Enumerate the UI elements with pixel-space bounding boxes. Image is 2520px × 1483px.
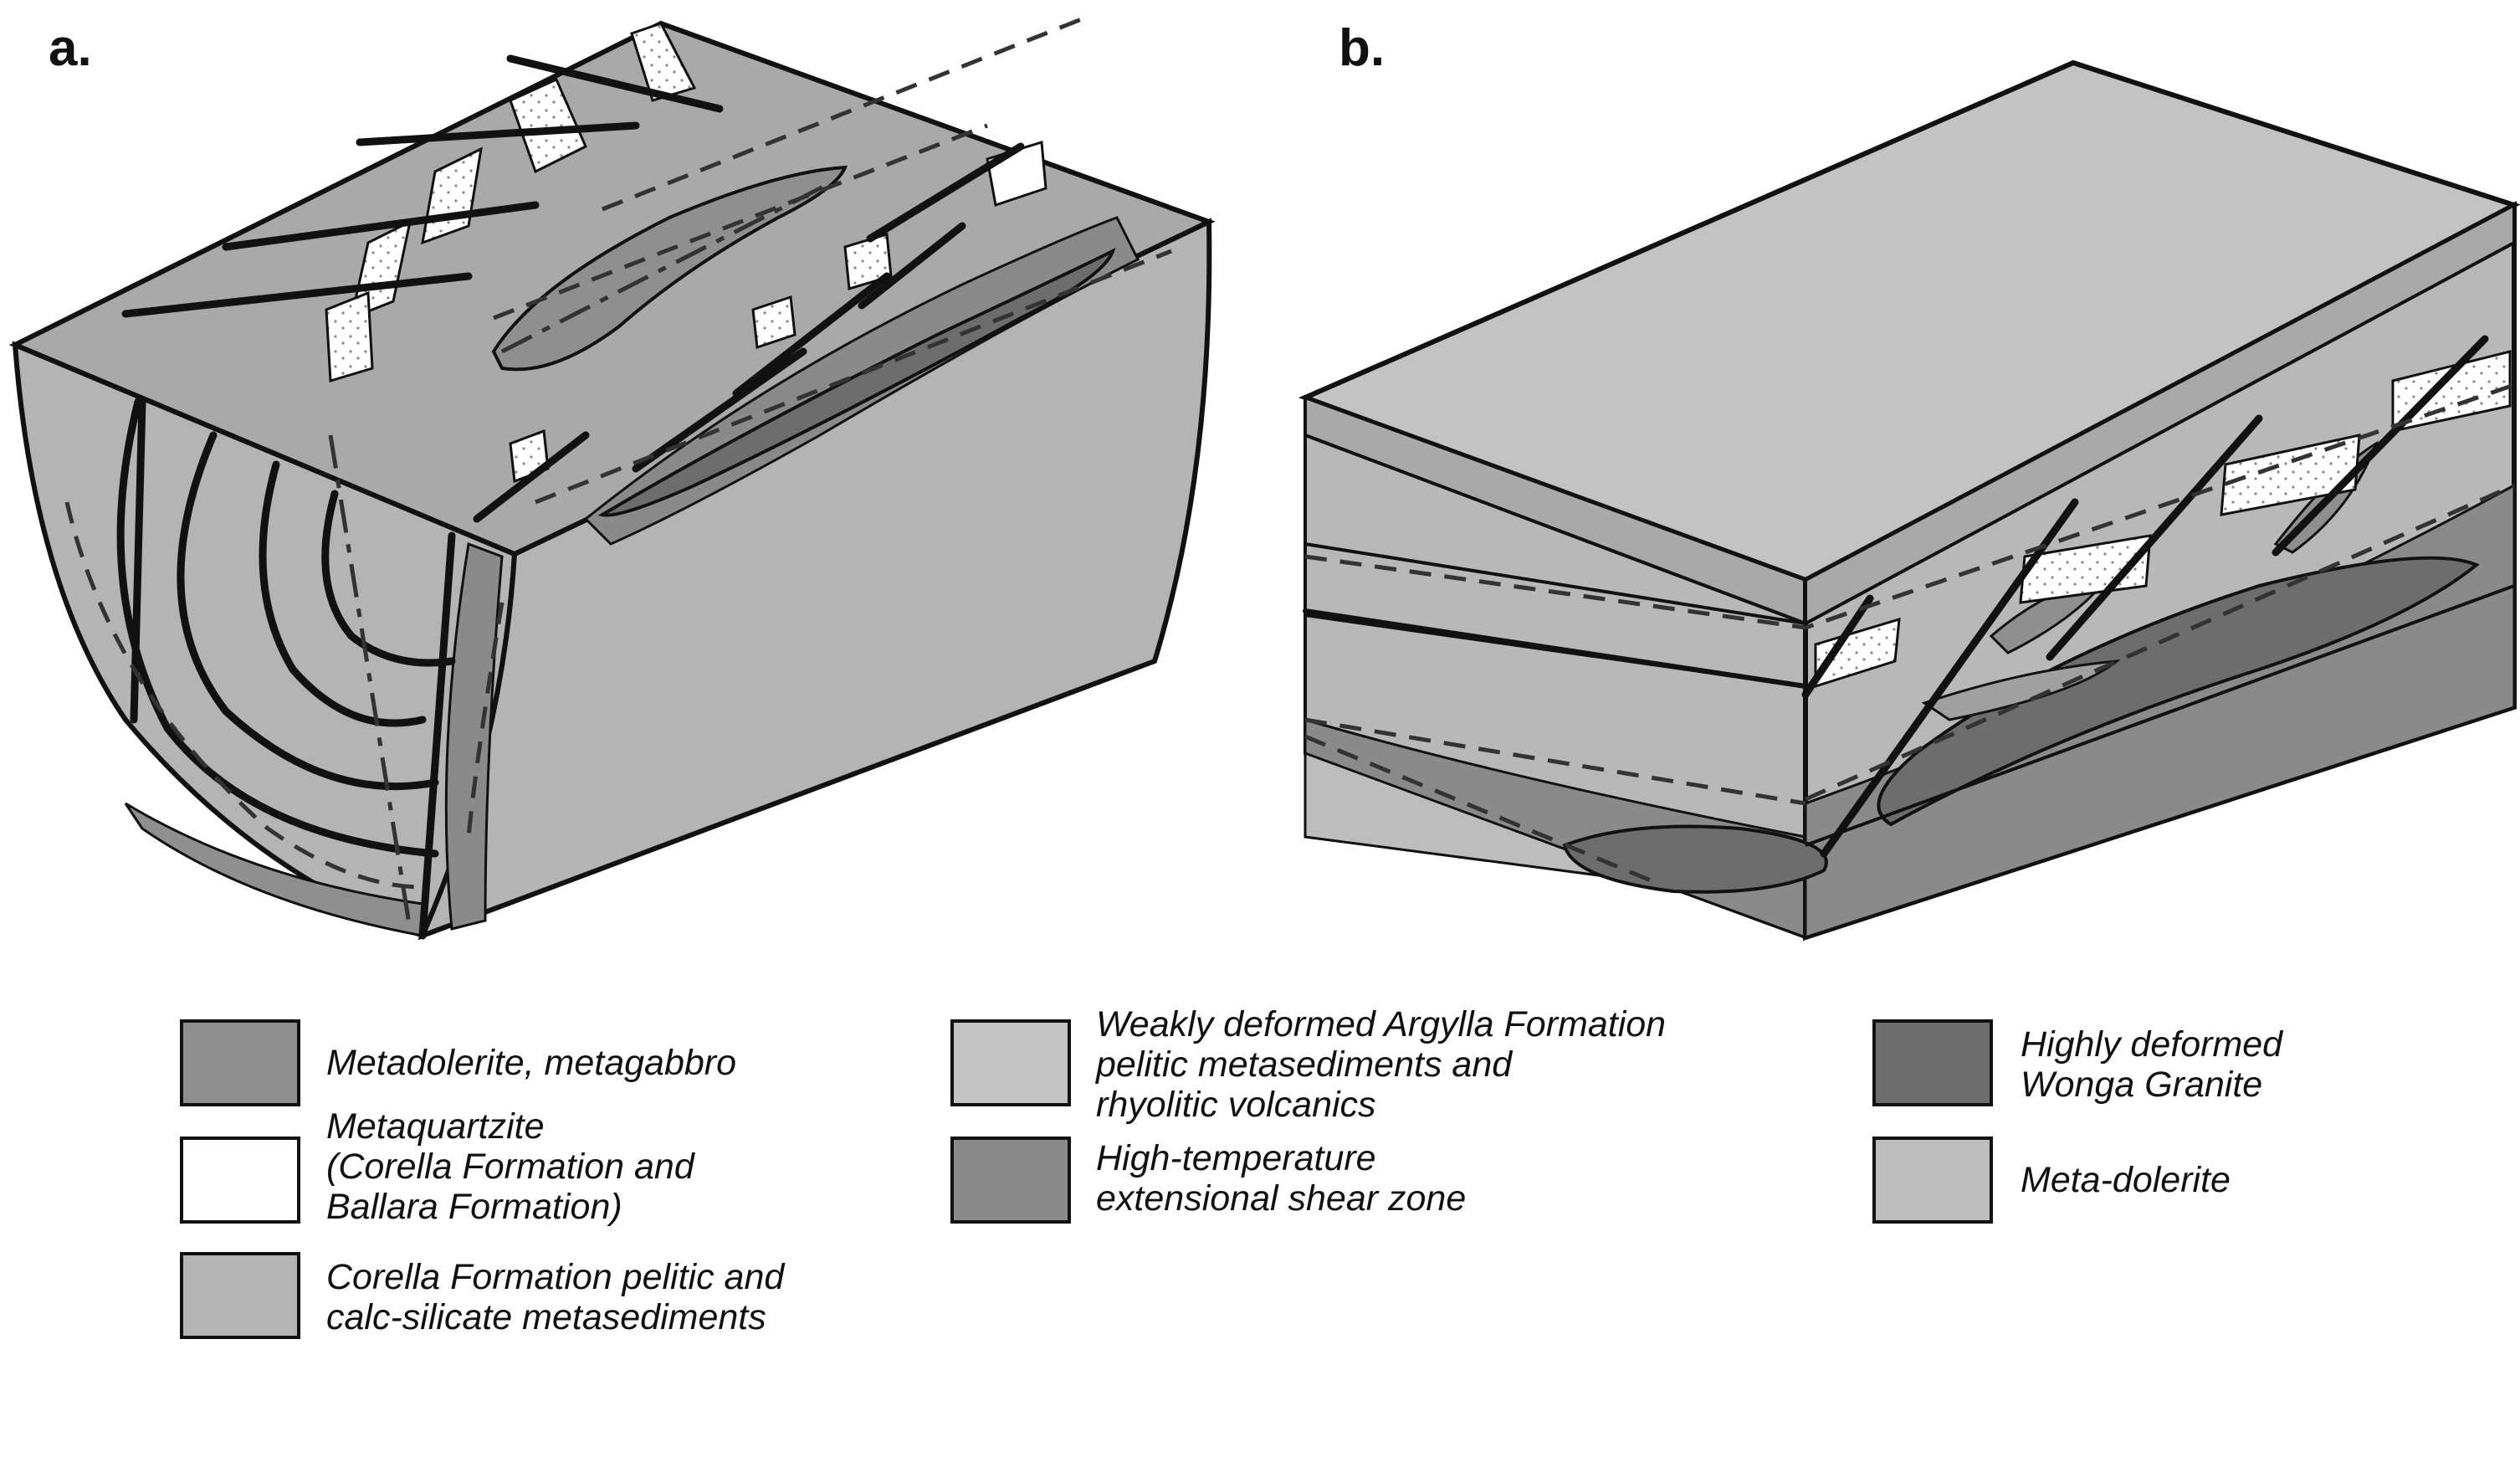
block-b-fault-4	[2272, 335, 2489, 557]
legend-label-metaquartzite-1: Metaquartzite	[326, 1106, 545, 1147]
block-b-right-top-band	[1804, 202, 2516, 627]
block-b-wonga-lens-2	[1562, 824, 1828, 894]
block-b-contact-solid-2	[1303, 608, 1808, 689]
legend-item-shear-zone: High-temperature extensional shear zone	[950, 1137, 1466, 1224]
block-a-fold-limb-2	[321, 490, 456, 667]
legend-label-argylla-3: rhyolitic volcanics	[1096, 1085, 1376, 1125]
legend-label-argylla-2: pelitic metasediments and	[1094, 1044, 1514, 1085]
legend-label-wonga-1: Highly deformed	[2021, 1024, 2284, 1065]
legend-label-metadolerite: Metadolerite, metagabbro	[326, 1043, 736, 1083]
legend-item-metadolerite: Metadolerite, metagabbro	[180, 1019, 736, 1106]
legend-label-metaquartzite-3: Ballara Formation)	[326, 1187, 622, 1227]
block-a-fold-axis-top	[500, 182, 830, 354]
legend-swatch-argylla	[950, 1019, 1071, 1106]
legend-item-wonga: Highly deformed Wonga Granite	[1872, 1019, 2284, 1106]
block-a-fault-front-1	[130, 398, 146, 724]
block-diagram-a	[8, 14, 1216, 941]
legend-label-corella-1: Corella Formation pelitic and	[326, 1257, 786, 1297]
legend-swatch-wonga	[1872, 1019, 1993, 1106]
block-diagram-b	[1298, 59, 2520, 942]
legend-swatch-meta-dolerite	[1872, 1137, 1993, 1224]
block-a-fold-limb-1	[116, 398, 439, 858]
block-b-contact-solid-3	[1805, 584, 2515, 847]
block-a-fault-1	[506, 54, 724, 113]
block-a-quartzite-strip-5	[325, 290, 374, 382]
block-a-contact-dash-3	[535, 249, 1172, 505]
panel-label-b: b.	[1339, 19, 1385, 77]
block-a-quartzite-strip-1	[630, 22, 697, 102]
legend-label-meta-dolerite: Meta-dolerite	[2021, 1160, 2231, 1200]
block-a-quartzite-strip-2	[509, 78, 587, 174]
block-b-contact-dash-4	[1304, 717, 1806, 806]
block-b-fault-2	[1820, 498, 2079, 858]
legend-item-metaquartzite: Metaquartzite (Corella Formation and Bal…	[180, 1106, 696, 1227]
legend-swatch-corella	[180, 1252, 300, 1339]
legend-label-wonga-2: Wonga Granite	[2021, 1065, 2262, 1105]
block-b-quartzite-strip-1	[1814, 617, 1901, 689]
legend-label-shear-zone-2: extensional shear zone	[1096, 1178, 1466, 1219]
block-a-contact-dash-1	[602, 14, 1088, 212]
legend-label-metaquartzite-2: (Corella Formation and	[326, 1147, 696, 1187]
block-a-fault-front-2	[418, 531, 456, 940]
legend-swatch-metaquartzite	[180, 1137, 300, 1224]
legend-item-meta-dolerite: Meta-dolerite	[1872, 1137, 2231, 1224]
block-a-fault-7	[632, 347, 807, 473]
block-a-wonga-lens	[597, 248, 1116, 517]
block-a-fault-8	[473, 431, 590, 523]
block-a-fault-2	[356, 121, 640, 146]
block-b-contact-solid-4	[1304, 542, 1806, 625]
legend-swatch-shear-zone	[950, 1137, 1071, 1224]
block-a-contact-front-1	[64, 501, 423, 890]
legend-label-argylla-1: Weakly deformed Argylla Formation	[1096, 1004, 1666, 1044]
block-b-fault-1	[1801, 594, 1874, 699]
block-a-fault-9	[858, 222, 966, 310]
block-a-right-face	[417, 218, 1212, 941]
block-b-quartzite-strip-2	[2019, 534, 2152, 604]
block-a-contact-dash-2	[493, 123, 988, 321]
block-a-fold-metadolerite-band	[444, 541, 504, 931]
block-a-fold-axis-front	[328, 434, 412, 930]
block-a-fold-hinge-outer	[177, 431, 439, 791]
legend-item-corella: Corella Formation pelitic and calc-silic…	[180, 1252, 786, 1339]
block-a-fault-6	[732, 272, 891, 398]
block-b-contact-dash-2	[1804, 483, 2516, 802]
block-b-fault-3	[2046, 414, 2263, 661]
block-b-quartzite-strip-4	[2391, 350, 2512, 433]
block-b-shear-lens-small	[1921, 659, 2121, 721]
panel-label-a: a.	[49, 19, 92, 77]
block-a-contact-front-2	[466, 602, 505, 838]
legend-label-corella-2: calc-silicate metasediments	[326, 1297, 766, 1337]
legend-label-shear-zone-1: High-temperature	[1096, 1138, 1376, 1178]
block-b-contact-dash-1	[1304, 382, 2515, 630]
legend-swatch-metadolerite	[180, 1019, 300, 1106]
legend-item-argylla: Weakly deformed Argylla Formation peliti…	[950, 1004, 1666, 1125]
legend: Metadolerite, metagabbro Metaquartzite (…	[180, 1004, 2284, 1339]
block-a-fault-5	[866, 142, 1025, 243]
block-a-fault-4	[121, 272, 473, 318]
block-a-fault-3	[222, 201, 540, 251]
block-b-contact-dash-3	[1304, 734, 1657, 885]
block-b-wonga-lens-1	[1877, 556, 2480, 827]
block-b-quartzite-strip-3	[2220, 434, 2361, 516]
block-a-quartzite-strip-8	[751, 295, 796, 350]
